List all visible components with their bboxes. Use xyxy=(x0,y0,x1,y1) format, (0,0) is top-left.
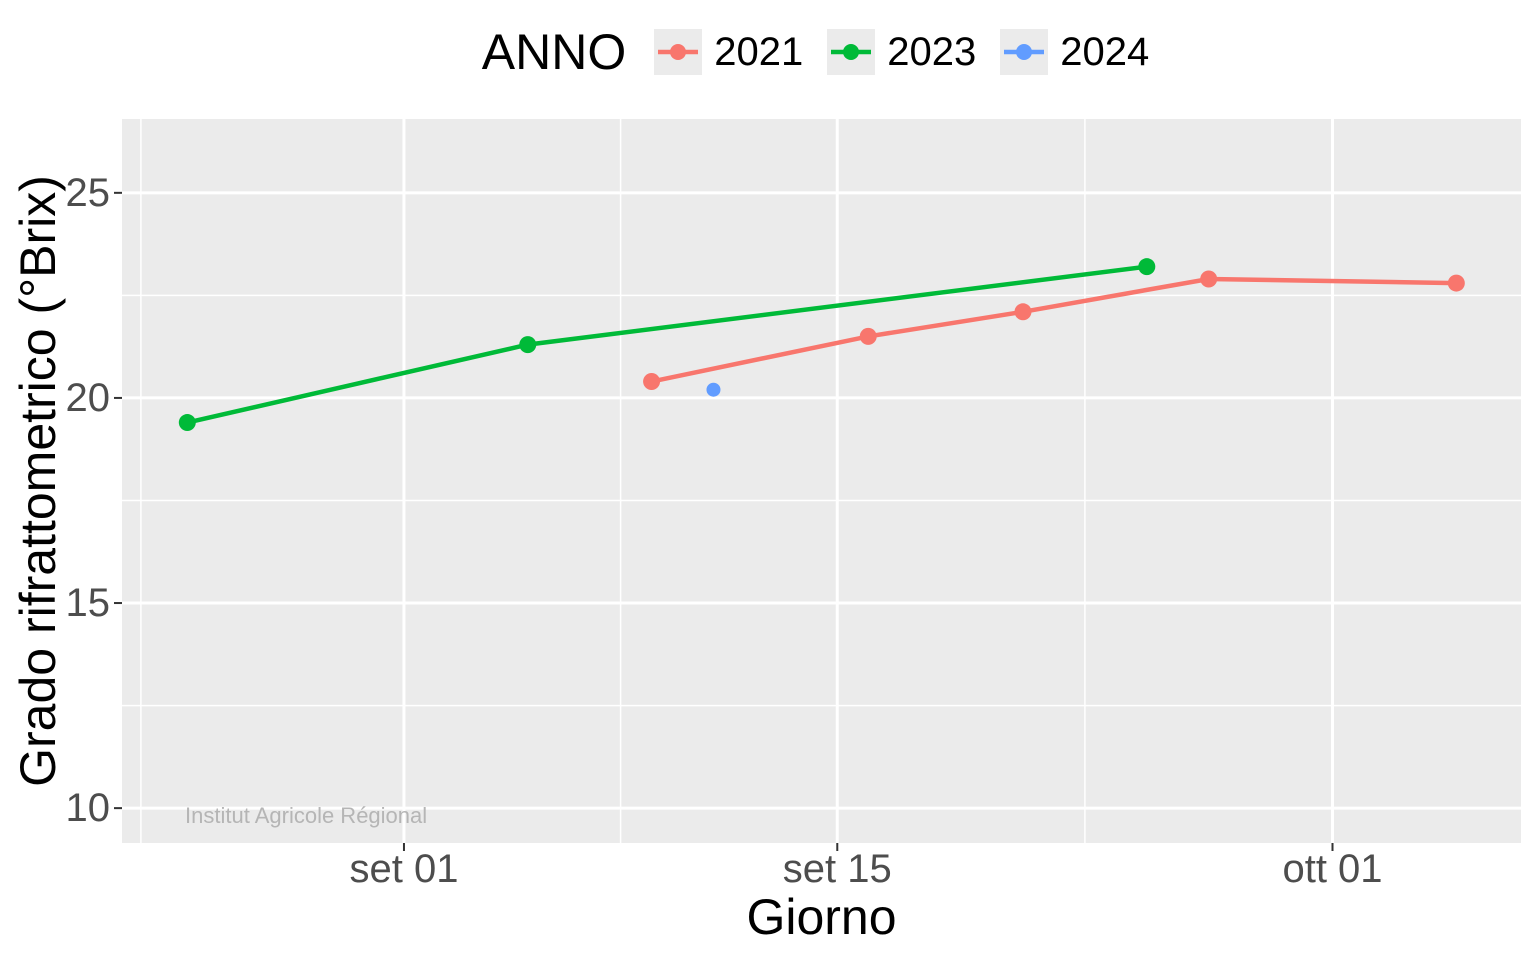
series-2023 xyxy=(178,258,1156,432)
data-point-2023 xyxy=(1138,258,1156,276)
data-point-2021 xyxy=(859,327,877,345)
axis-tick-marks xyxy=(114,191,1334,851)
legend-label: 2024 xyxy=(1060,30,1150,74)
data-point-2023 xyxy=(519,336,537,354)
watermark: Institut Agricole Régional xyxy=(185,803,428,828)
y-axis-title: Grado rifrattometrico (°Brix) xyxy=(10,175,66,787)
data-point-2021 xyxy=(1447,274,1465,292)
major-gridlines xyxy=(122,119,1521,843)
legend-key-2021 xyxy=(654,29,703,75)
legend-item-2023: 2023 xyxy=(827,29,976,75)
legend-label: 2021 xyxy=(714,30,804,74)
plot-panel xyxy=(122,119,1521,843)
line-point-key-icon xyxy=(658,44,699,60)
y-tick-label: 10 xyxy=(65,786,111,831)
legend-key-2023 xyxy=(827,29,876,75)
series-2021 xyxy=(643,270,1465,391)
x-tick-label: set 15 xyxy=(782,847,892,891)
legend: ANNO 2021 2023 xyxy=(122,14,1521,90)
data-point-2021 xyxy=(643,373,661,391)
y-tick-label: 25 xyxy=(65,170,111,215)
x-axis-title: Giorno xyxy=(746,889,897,945)
legend-item-2021: 2021 xyxy=(654,29,803,75)
line-point-key-icon xyxy=(1004,44,1045,60)
y-tick-label: 20 xyxy=(65,375,111,420)
data-point-2024 xyxy=(706,382,721,397)
legend-label: 2023 xyxy=(887,30,977,74)
x-tick-label: set 01 xyxy=(349,847,459,891)
legend-key-2024 xyxy=(1000,29,1049,75)
minor-gridlines xyxy=(122,119,1521,843)
x-tick-label: ott 01 xyxy=(1282,847,1383,891)
data-point-2023 xyxy=(178,414,196,432)
series-2024 xyxy=(706,382,721,397)
y-tick-label: 15 xyxy=(65,581,111,626)
legend-item-2024: 2024 xyxy=(1000,29,1149,75)
legend-title: ANNO xyxy=(481,24,627,80)
data-point-2021 xyxy=(1014,303,1032,321)
line-point-key-icon xyxy=(831,44,872,60)
data-point-2021 xyxy=(1200,270,1218,288)
